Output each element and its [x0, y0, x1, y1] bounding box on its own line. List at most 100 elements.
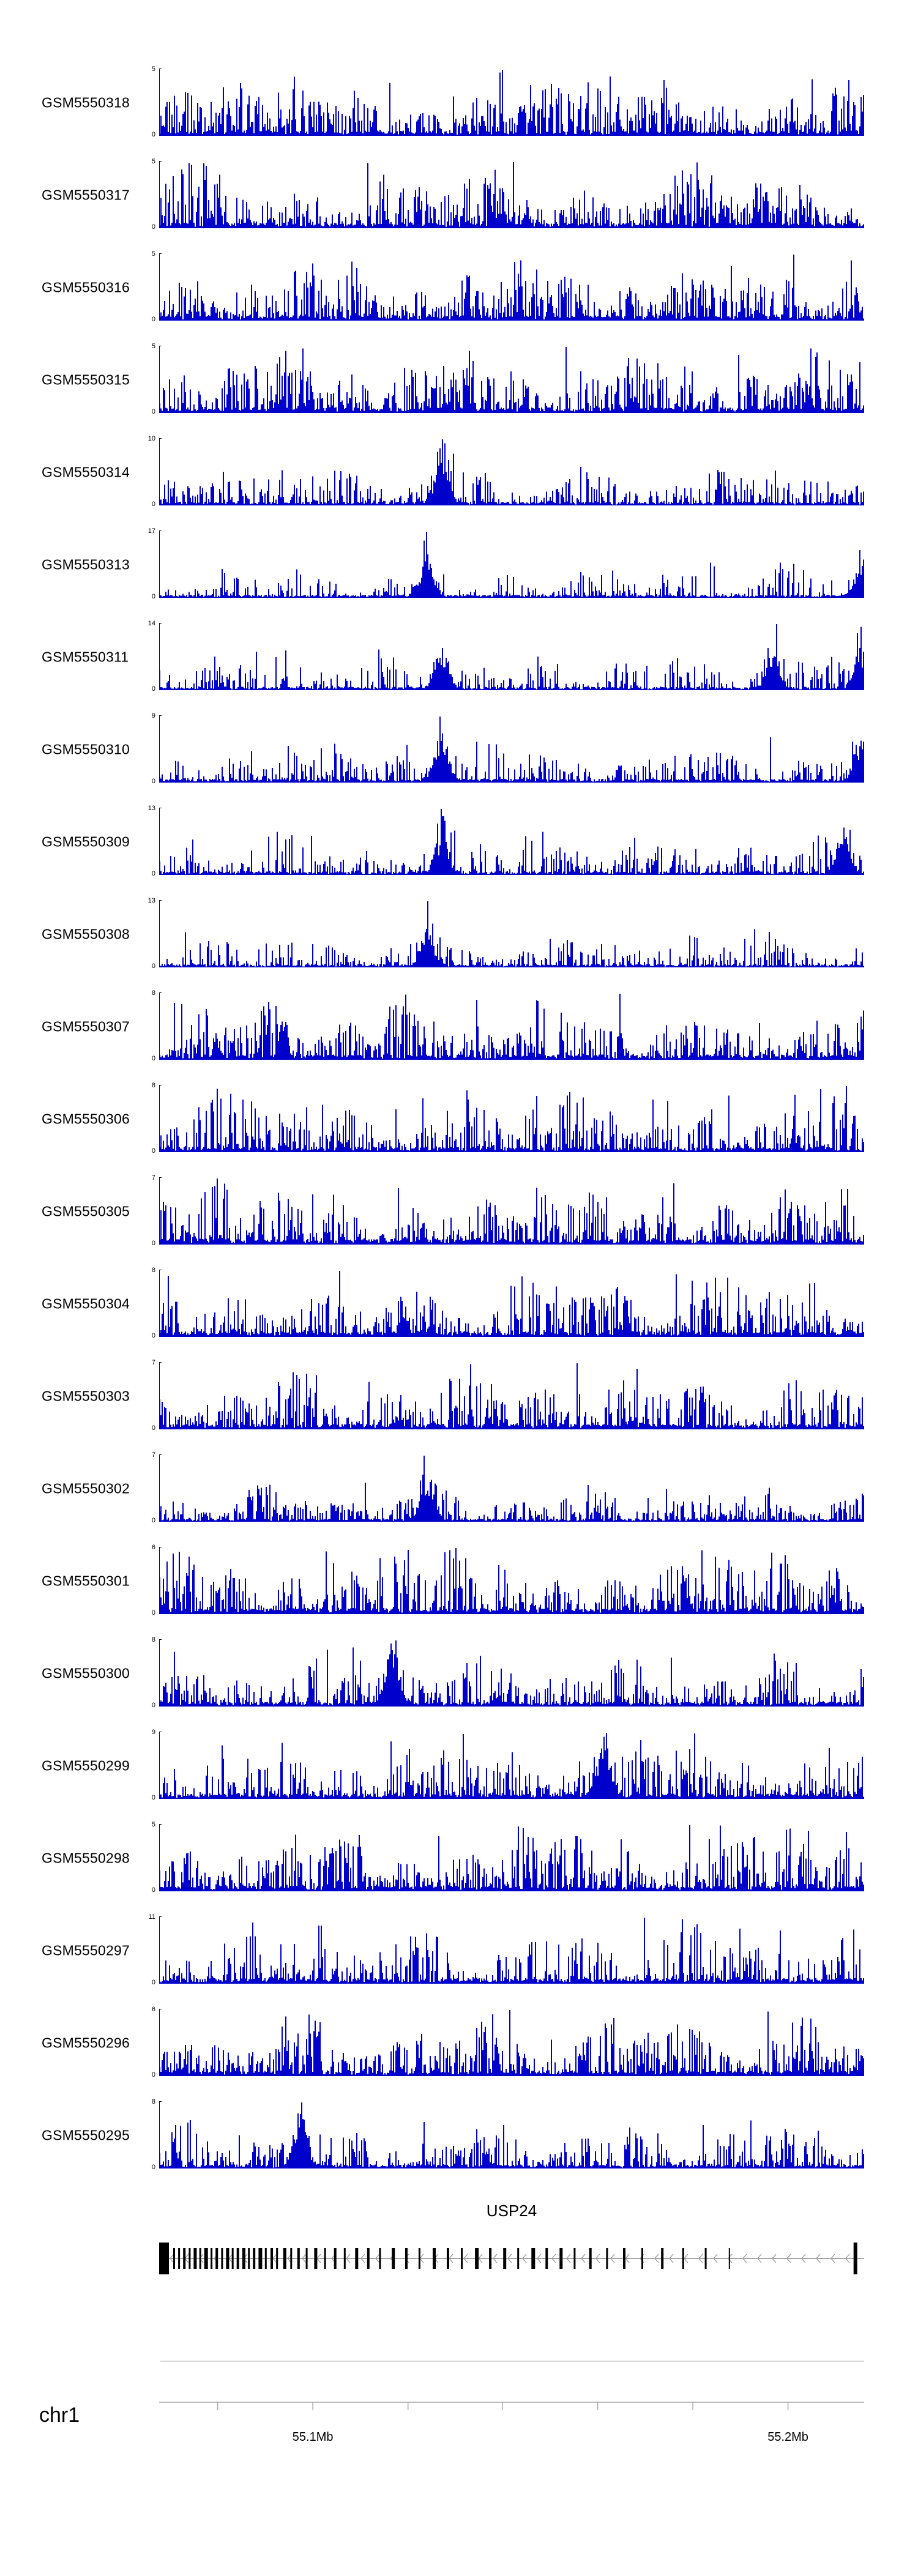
exon-box — [264, 2248, 267, 2269]
strand-arrow-left-icon — [757, 2254, 762, 2263]
y-axis-min-label: 0 — [151, 1609, 155, 1617]
exon-box — [559, 2248, 563, 2269]
track-label: GSM5550298 — [42, 1850, 130, 1866]
y-axis-max-label: 5 — [151, 158, 155, 165]
y-axis-max-label: 7 — [151, 1451, 155, 1459]
coverage-bars — [159, 1640, 864, 1707]
y-axis-max-label: 8 — [151, 2098, 155, 2105]
strand-arrow-left-icon — [845, 2254, 850, 2263]
y-axis-max-label: 7 — [151, 1359, 155, 1366]
y-axis-min-label: 0 — [151, 1517, 155, 1524]
exon-box — [226, 2248, 230, 2269]
y-axis-max-label: 17 — [147, 527, 155, 535]
exon-box — [489, 2248, 492, 2269]
y-axis-min-label: 0 — [151, 1240, 155, 1247]
track-row: GSM5550297 11 0 — [0, 1904, 918, 1997]
axis-tick-label: 55.1Mb — [292, 2430, 334, 2444]
gene-track: USP24 — [159, 2202, 864, 2290]
exon-box — [573, 2248, 576, 2269]
strand-arrow-left-icon — [170, 2254, 174, 2263]
coverage-signal — [159, 1454, 864, 1522]
track-label: GSM5550295 — [42, 2127, 130, 2143]
strand-arrow-left-icon — [742, 2254, 747, 2263]
exon-box — [545, 2248, 548, 2269]
coverage-signal — [159, 1270, 864, 1337]
coverage-signal — [159, 623, 864, 690]
strand-arrow-left-icon — [610, 2254, 615, 2263]
track-row: GSM5550311 14 0 — [0, 611, 918, 703]
y-axis-max-label: 14 — [147, 620, 155, 627]
strand-arrow-left-icon — [287, 2254, 292, 2263]
exon-box — [242, 2248, 245, 2269]
track-plot: 11 0 — [149, 1914, 864, 1986]
coverage-bars — [159, 1918, 864, 1984]
exon-box — [271, 2248, 273, 2269]
track-label: GSM5550310 — [42, 741, 130, 757]
strand-arrow-left-icon — [566, 2254, 571, 2263]
coverage-bars — [159, 1178, 864, 1245]
exon-box — [253, 2248, 256, 2269]
track-label: GSM5550305 — [42, 1203, 130, 1219]
coverage-bars — [159, 255, 864, 321]
track-row: GSM5550301 6 0 — [0, 1535, 918, 1627]
y-axis-min-label: 0 — [151, 316, 155, 323]
coverage-bars — [159, 162, 864, 228]
coverage-signal — [159, 1732, 864, 1799]
exon-box — [589, 2248, 592, 2269]
track-row: GSM5550316 5 0 — [0, 241, 918, 333]
y-axis-min-label: 0 — [151, 131, 155, 138]
track-row: GSM5550318 5 0 — [0, 56, 918, 149]
exon-box — [433, 2248, 436, 2269]
exon-box — [314, 2248, 318, 2269]
exon-box — [704, 2248, 707, 2269]
y-axis-min-label: 0 — [151, 1332, 155, 1339]
gene-model — [159, 2243, 864, 2274]
coverage-signal — [159, 900, 864, 967]
exon-box — [461, 2248, 463, 2269]
coverage-signal — [159, 1177, 864, 1245]
exon-box — [258, 2248, 263, 2269]
y-axis-max-label: 9 — [151, 712, 155, 720]
exon-box — [199, 2248, 201, 2269]
track-label: GSM5550309 — [42, 833, 130, 849]
track-label: GSM5550314 — [42, 464, 130, 480]
y-axis-max-label: 8 — [151, 1267, 155, 1274]
strand-arrow-left-icon — [801, 2254, 806, 2263]
exon-box — [531, 2248, 536, 2269]
tracks: GSM5550318 5 0 GSM5550317 5 0 GSM5550316 5 0 GSM5… — [0, 56, 918, 2181]
track-label: GSM5550302 — [42, 1480, 130, 1496]
track-label: GSM5550300 — [42, 1665, 130, 1681]
coverage-signal — [159, 1916, 864, 1984]
strand-arrow-left-icon — [595, 2254, 600, 2263]
y-axis-max-label: 5 — [151, 1821, 155, 1828]
track-plot: 10 0 — [148, 436, 864, 508]
exon-box — [355, 2248, 359, 2269]
track-row: GSM5550299 9 0 — [0, 1719, 918, 1812]
exon-box — [159, 2243, 169, 2274]
track-row: GSM5550306 8 0 — [0, 1073, 918, 1165]
track-row: GSM5550307 8 0 — [0, 980, 918, 1073]
exon-box — [290, 2248, 293, 2269]
track-row: GSM5550308 13 0 — [0, 888, 918, 980]
track-row: GSM5550300 8 0 — [0, 1627, 918, 1719]
coverage-bars — [159, 439, 864, 505]
track-label: GSM5550316 — [42, 279, 130, 295]
track-label: GSM5550308 — [42, 926, 130, 942]
y-axis-max-label: 5 — [151, 343, 155, 350]
track-label: GSM5550299 — [42, 1757, 130, 1773]
exon-box — [215, 2248, 218, 2269]
exon-box — [236, 2248, 239, 2269]
y-axis-max-label: 8 — [151, 989, 155, 997]
y-axis-min-label: 0 — [151, 778, 155, 785]
exon-box — [283, 2248, 286, 2269]
exon-box — [503, 2248, 507, 2269]
strand-arrow-left-icon — [654, 2254, 659, 2263]
y-axis-min-label: 0 — [151, 1886, 155, 1894]
exon-box — [183, 2248, 186, 2269]
